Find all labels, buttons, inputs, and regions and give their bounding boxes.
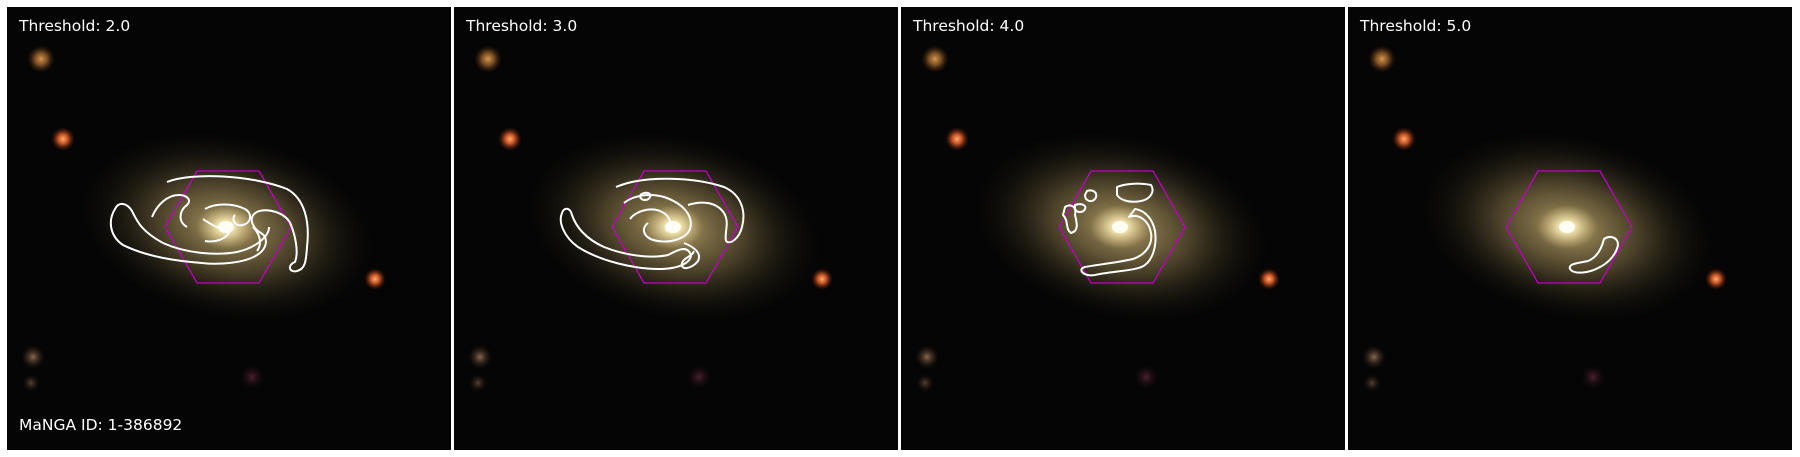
galaxy-image <box>1348 7 1792 450</box>
contour-lines <box>1062 182 1157 277</box>
threshold-panel-2: Threshold: 2.0 MaNGA ID: 1-386892 <box>7 7 451 450</box>
contour-lines <box>559 177 745 270</box>
threshold-label: Threshold: 3.0 <box>466 17 578 35</box>
threshold-panel-3: Threshold: 3.0 <box>454 7 898 450</box>
contour-lines <box>109 175 309 273</box>
threshold-label: Threshold: 2.0 <box>19 17 131 35</box>
threshold-panel-5: Threshold: 5.0 <box>1348 7 1792 450</box>
manga-id-label: MaNGA ID: 1-386892 <box>19 416 183 434</box>
galaxy-image <box>901 7 1345 450</box>
galaxy-image <box>7 7 451 450</box>
threshold-label: Threshold: 4.0 <box>913 17 1025 35</box>
galaxy-image <box>454 7 898 450</box>
contour-lines <box>1568 236 1619 274</box>
threshold-panel-4: Threshold: 4.0 <box>901 7 1345 450</box>
threshold-label: Threshold: 5.0 <box>1360 17 1472 35</box>
